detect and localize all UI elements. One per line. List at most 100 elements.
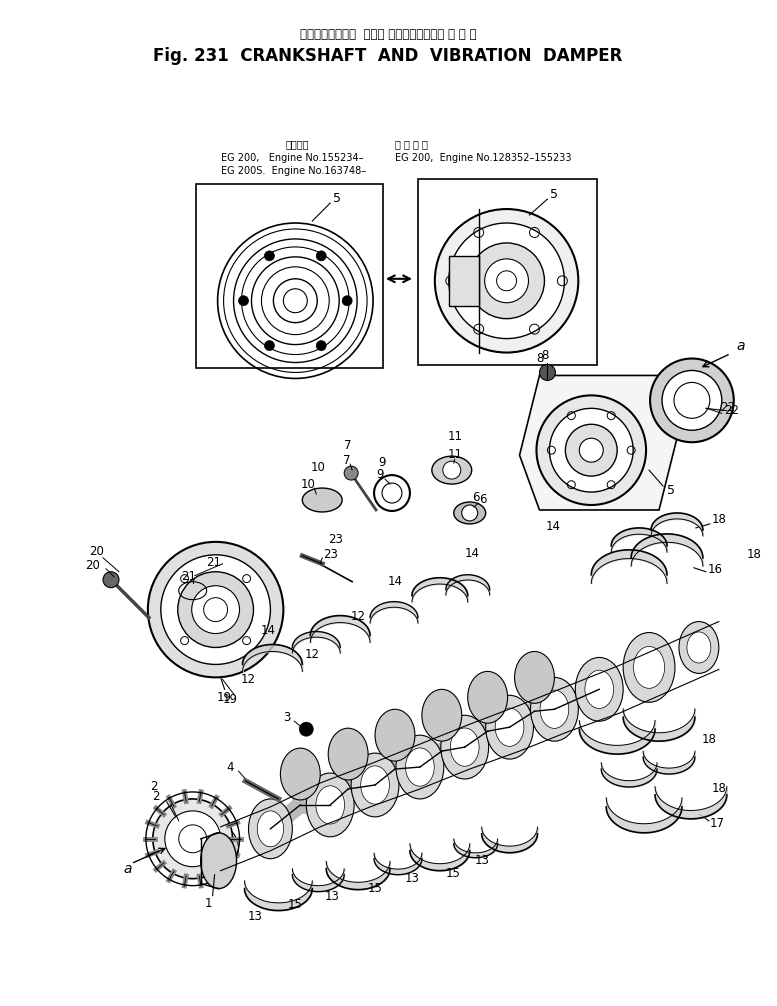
Text: 14: 14: [261, 624, 276, 637]
Ellipse shape: [306, 773, 354, 837]
Ellipse shape: [249, 799, 292, 859]
Ellipse shape: [441, 715, 489, 779]
Text: 適 用 号 機: 適 用 号 機: [395, 139, 428, 149]
Circle shape: [435, 209, 578, 352]
Text: 20: 20: [89, 545, 104, 558]
Text: 7: 7: [343, 454, 351, 467]
Text: 23: 23: [328, 533, 343, 546]
Ellipse shape: [210, 836, 232, 862]
Text: 2: 2: [152, 791, 159, 804]
Text: 6: 6: [472, 491, 479, 504]
Text: 11: 11: [448, 430, 462, 443]
Circle shape: [165, 811, 221, 867]
Text: 1: 1: [205, 897, 212, 910]
Circle shape: [469, 242, 545, 319]
Bar: [196, 184, 383, 368]
Text: 7: 7: [344, 439, 352, 452]
Text: 21: 21: [206, 556, 221, 569]
Text: 19: 19: [217, 691, 232, 704]
Circle shape: [264, 341, 274, 350]
Ellipse shape: [422, 689, 462, 741]
Text: 18: 18: [712, 513, 726, 526]
Circle shape: [103, 571, 119, 588]
Text: クランクシャフト  および バイブレーション ダ ン パ: クランクシャフト および バイブレーション ダ ン パ: [300, 28, 476, 41]
Text: 13: 13: [325, 890, 340, 903]
Text: 18: 18: [746, 548, 761, 561]
Text: 10: 10: [311, 461, 326, 474]
Ellipse shape: [200, 833, 236, 888]
Text: a: a: [123, 862, 131, 875]
Text: EG 200S.  Engine No.163748–: EG 200S. Engine No.163748–: [221, 166, 366, 176]
Ellipse shape: [375, 709, 415, 762]
Text: 11: 11: [448, 448, 462, 461]
Text: 5: 5: [333, 191, 341, 204]
Text: 19: 19: [223, 693, 238, 706]
Circle shape: [549, 408, 633, 492]
Text: 21: 21: [181, 570, 197, 583]
Text: 12: 12: [241, 673, 256, 686]
Text: 12: 12: [305, 648, 320, 661]
Ellipse shape: [396, 735, 444, 799]
Text: 15: 15: [288, 898, 303, 911]
Circle shape: [161, 555, 270, 664]
Text: 6: 6: [479, 493, 486, 505]
Text: 22: 22: [724, 403, 739, 416]
Circle shape: [650, 358, 733, 443]
Circle shape: [580, 439, 603, 462]
Circle shape: [148, 542, 284, 677]
Text: Fig. 231  CRANKSHAFT  AND  VIBRATION  DAMPER: Fig. 231 CRANKSHAFT AND VIBRATION DAMPER: [153, 46, 622, 64]
Text: a: a: [737, 339, 745, 352]
Text: EG 200,  Engine No.128352–155233: EG 200, Engine No.128352–155233: [395, 153, 571, 163]
Text: 22: 22: [720, 400, 735, 413]
Circle shape: [485, 259, 528, 303]
Text: 13: 13: [474, 854, 489, 867]
Ellipse shape: [486, 695, 534, 760]
Ellipse shape: [623, 633, 675, 702]
Text: 8: 8: [536, 352, 543, 365]
Ellipse shape: [514, 652, 555, 703]
Circle shape: [316, 250, 326, 261]
Circle shape: [239, 296, 249, 306]
Ellipse shape: [451, 728, 479, 767]
Ellipse shape: [280, 748, 320, 800]
Text: 16: 16: [707, 563, 723, 576]
Bar: [418, 179, 598, 365]
Ellipse shape: [495, 708, 524, 746]
Text: 9: 9: [376, 468, 384, 481]
Text: 15: 15: [445, 867, 460, 880]
Bar: [449, 256, 479, 306]
Circle shape: [153, 799, 232, 878]
Circle shape: [264, 250, 274, 261]
Ellipse shape: [406, 747, 434, 786]
Circle shape: [299, 722, 313, 736]
Text: 5: 5: [550, 187, 559, 200]
Text: 9: 9: [378, 456, 385, 469]
Ellipse shape: [679, 622, 719, 673]
Circle shape: [566, 425, 617, 476]
Text: 23: 23: [322, 548, 338, 561]
Ellipse shape: [540, 690, 569, 728]
Text: 適用影号: 適用影号: [285, 139, 309, 149]
Text: 14: 14: [546, 520, 561, 533]
Polygon shape: [520, 375, 679, 510]
Text: 5: 5: [667, 484, 675, 497]
Text: 14: 14: [464, 547, 479, 560]
Ellipse shape: [316, 786, 344, 824]
Circle shape: [192, 585, 239, 634]
Text: 18: 18: [712, 783, 726, 796]
Ellipse shape: [351, 753, 399, 817]
Circle shape: [443, 461, 461, 479]
Text: EG 200,   Engine No.155234–: EG 200, Engine No.155234–: [221, 153, 363, 163]
Ellipse shape: [257, 811, 284, 847]
Circle shape: [662, 370, 722, 431]
Ellipse shape: [203, 827, 239, 870]
Ellipse shape: [432, 456, 472, 484]
Ellipse shape: [531, 677, 578, 741]
Ellipse shape: [575, 658, 623, 721]
Text: 17: 17: [709, 817, 724, 830]
Circle shape: [449, 223, 564, 339]
Text: 10: 10: [301, 478, 315, 491]
Text: 12: 12: [350, 610, 366, 623]
Circle shape: [342, 296, 352, 306]
Text: 2: 2: [150, 781, 158, 794]
